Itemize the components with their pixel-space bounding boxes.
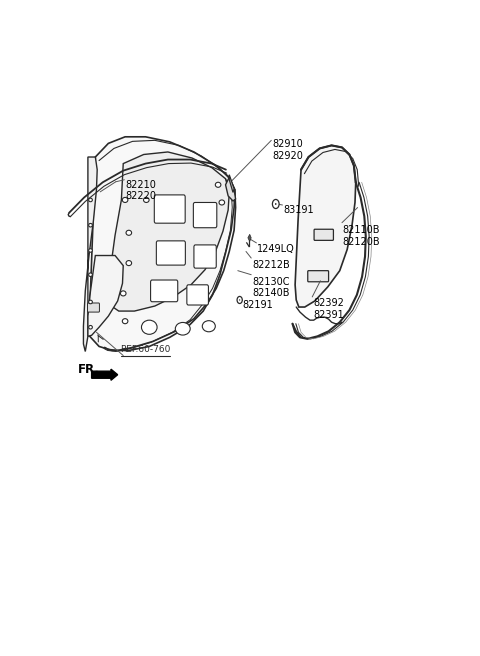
- Ellipse shape: [239, 299, 240, 300]
- Ellipse shape: [175, 323, 190, 335]
- Ellipse shape: [126, 260, 132, 266]
- Ellipse shape: [142, 320, 157, 335]
- FancyBboxPatch shape: [308, 271, 329, 282]
- Ellipse shape: [126, 230, 132, 236]
- Ellipse shape: [144, 197, 149, 203]
- Text: REF.60-760: REF.60-760: [120, 346, 171, 354]
- Ellipse shape: [89, 273, 92, 276]
- Polygon shape: [226, 177, 236, 201]
- Text: FR.: FR.: [78, 363, 100, 376]
- Polygon shape: [88, 137, 235, 350]
- Polygon shape: [108, 152, 229, 311]
- Text: 82191: 82191: [242, 300, 273, 310]
- Ellipse shape: [122, 197, 128, 203]
- FancyBboxPatch shape: [194, 245, 216, 268]
- FancyBboxPatch shape: [87, 303, 99, 312]
- Ellipse shape: [120, 291, 126, 296]
- Ellipse shape: [89, 325, 92, 329]
- Text: 1249LQ: 1249LQ: [257, 245, 295, 255]
- Ellipse shape: [89, 249, 92, 252]
- Ellipse shape: [122, 319, 128, 323]
- FancyBboxPatch shape: [187, 285, 208, 305]
- Ellipse shape: [89, 300, 92, 304]
- Ellipse shape: [219, 200, 225, 205]
- Text: 82210
82220: 82210 82220: [125, 180, 156, 201]
- Polygon shape: [295, 146, 356, 307]
- Polygon shape: [248, 234, 251, 241]
- Text: 82130C
82140B: 82130C 82140B: [252, 277, 289, 298]
- FancyBboxPatch shape: [193, 203, 217, 228]
- FancyBboxPatch shape: [154, 195, 185, 223]
- Text: 82392
82391: 82392 82391: [313, 298, 344, 320]
- Circle shape: [237, 297, 242, 304]
- Ellipse shape: [202, 321, 216, 332]
- Text: 83191: 83191: [283, 205, 314, 215]
- Text: 82910
82920: 82910 82920: [272, 139, 303, 161]
- Polygon shape: [229, 174, 234, 192]
- Text: 82110B
82120B: 82110B 82120B: [343, 225, 380, 247]
- FancyBboxPatch shape: [314, 229, 334, 240]
- Polygon shape: [84, 157, 97, 352]
- FancyArrow shape: [92, 369, 118, 380]
- Ellipse shape: [275, 203, 276, 205]
- Circle shape: [273, 199, 279, 209]
- Polygon shape: [88, 255, 123, 337]
- Ellipse shape: [216, 182, 221, 188]
- Ellipse shape: [89, 224, 92, 227]
- FancyBboxPatch shape: [151, 280, 178, 302]
- Ellipse shape: [89, 198, 92, 201]
- Text: 82212B: 82212B: [252, 260, 290, 270]
- FancyBboxPatch shape: [156, 241, 185, 265]
